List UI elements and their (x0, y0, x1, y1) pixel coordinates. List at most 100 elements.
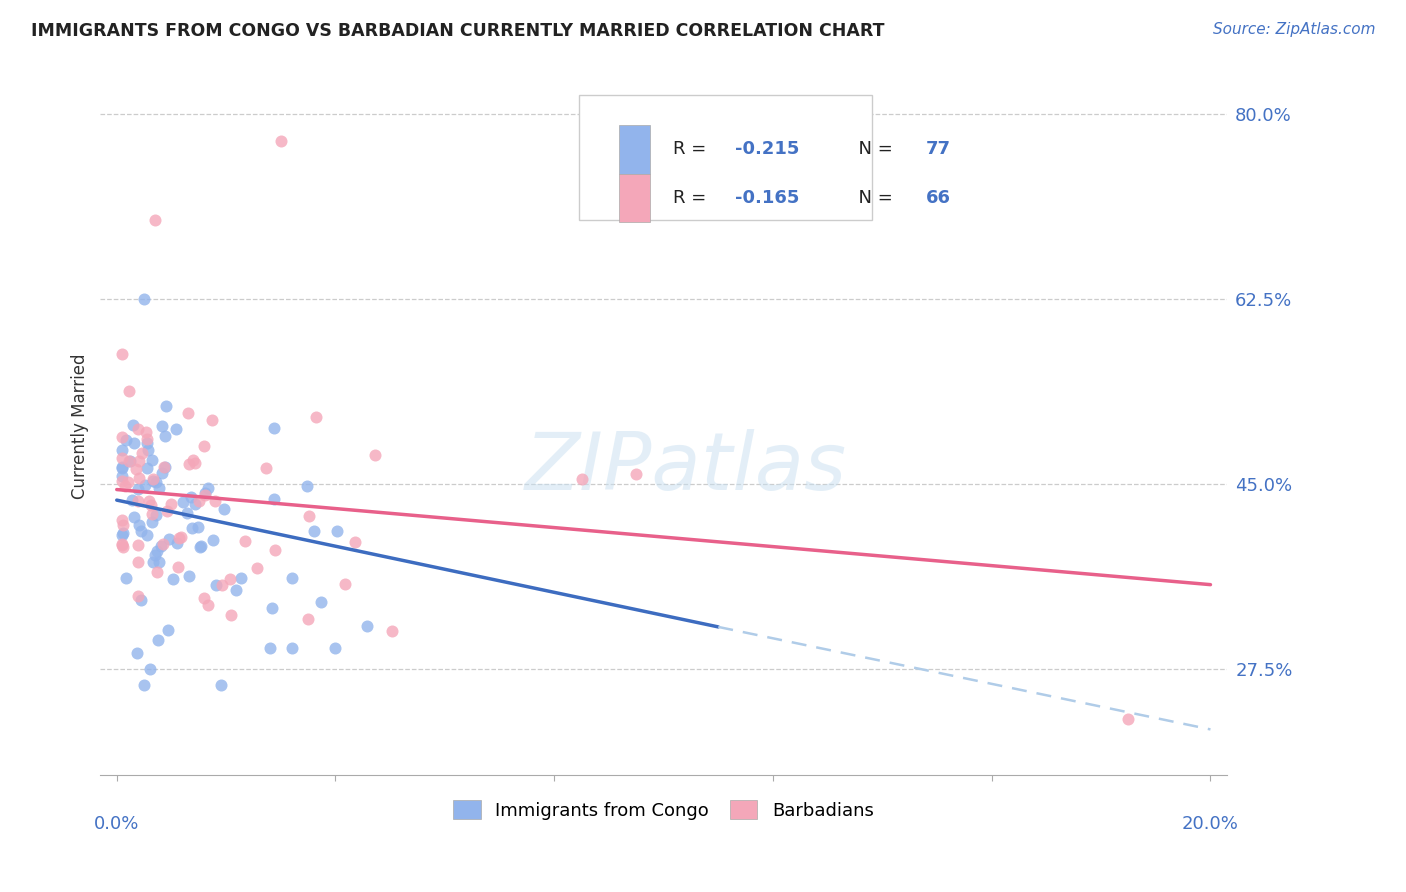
FancyBboxPatch shape (619, 125, 650, 174)
Point (184, 497, 207, 511)
Point (325, 524, 347, 538)
Point (364, 448, 387, 462)
Point (136, 442, 159, 457)
Point (194, 485, 217, 500)
Point (127, 483, 149, 497)
Point (127, 589, 149, 603)
Point (131, 524, 153, 538)
Point (184, 456, 207, 470)
Point (263, 491, 285, 506)
Point (177, 406, 200, 420)
Text: -0.165: -0.165 (734, 189, 799, 207)
Point (129, 593, 152, 607)
Point (225, 583, 247, 598)
Point (305, 410, 328, 425)
Point (115, 571, 138, 585)
Point (160, 497, 183, 511)
Point (112, 525, 135, 540)
Point (157, 532, 180, 546)
Point (134, 478, 156, 492)
Point (111, 450, 134, 465)
Text: N =: N = (848, 189, 898, 207)
Point (111, 461, 134, 475)
Point (298, 509, 321, 524)
Point (118, 384, 141, 399)
Text: N =: N = (848, 140, 898, 159)
Point (143, 549, 166, 563)
FancyBboxPatch shape (579, 95, 872, 220)
Point (121, 417, 143, 432)
Point (124, 462, 146, 476)
Point (145, 566, 167, 580)
Point (136, 528, 159, 542)
Point (193, 439, 215, 453)
Point (139, 498, 162, 512)
Point (148, 481, 170, 495)
Point (152, 536, 174, 550)
Point (135, 432, 157, 446)
Point (187, 520, 209, 534)
Text: 20.0%: 20.0% (1182, 815, 1239, 833)
Point (114, 479, 136, 493)
Point (180, 490, 202, 504)
Text: 0.0%: 0.0% (94, 815, 139, 833)
Point (626, 467, 648, 481)
Point (233, 534, 256, 549)
Point (118, 454, 141, 468)
Point (212, 501, 235, 516)
Point (142, 474, 165, 488)
Point (146, 633, 169, 648)
Point (150, 540, 173, 554)
Point (111, 538, 134, 552)
Point (162, 572, 184, 586)
Point (111, 517, 134, 532)
Point (172, 495, 194, 509)
Point (152, 459, 174, 474)
Point (127, 538, 149, 552)
Point (150, 466, 173, 480)
Point (111, 459, 134, 474)
Point (118, 454, 141, 468)
Point (167, 531, 190, 545)
Point (115, 433, 138, 447)
Point (155, 399, 177, 413)
Point (297, 612, 319, 626)
Point (145, 508, 167, 522)
Text: Source: ZipAtlas.com: Source: ZipAtlas.com (1212, 22, 1375, 37)
Point (156, 623, 179, 637)
Point (170, 530, 193, 544)
Point (150, 418, 173, 433)
Point (281, 571, 304, 585)
Point (111, 528, 134, 542)
Point (205, 578, 228, 592)
Point (177, 457, 200, 471)
Point (155, 429, 177, 443)
Point (246, 561, 269, 575)
Point (262, 601, 284, 615)
Point (135, 461, 157, 475)
Point (127, 422, 149, 436)
Point (165, 421, 187, 435)
Point (122, 435, 145, 450)
Text: R =: R = (672, 189, 711, 207)
Point (309, 595, 332, 609)
Point (141, 515, 163, 529)
Text: ZIPatlas: ZIPatlas (524, 429, 848, 507)
Point (135, 425, 157, 440)
Point (295, 479, 318, 493)
Point (264, 543, 287, 558)
Point (211, 578, 233, 592)
Point (138, 662, 160, 676)
Point (190, 539, 212, 553)
Point (111, 443, 134, 458)
Text: 66: 66 (927, 189, 950, 207)
Point (166, 560, 188, 574)
Point (136, 436, 159, 450)
Point (148, 555, 170, 569)
Point (146, 544, 169, 558)
Point (138, 493, 160, 508)
Point (259, 641, 281, 656)
Point (124, 509, 146, 524)
Point (381, 624, 404, 638)
Point (571, 472, 593, 486)
